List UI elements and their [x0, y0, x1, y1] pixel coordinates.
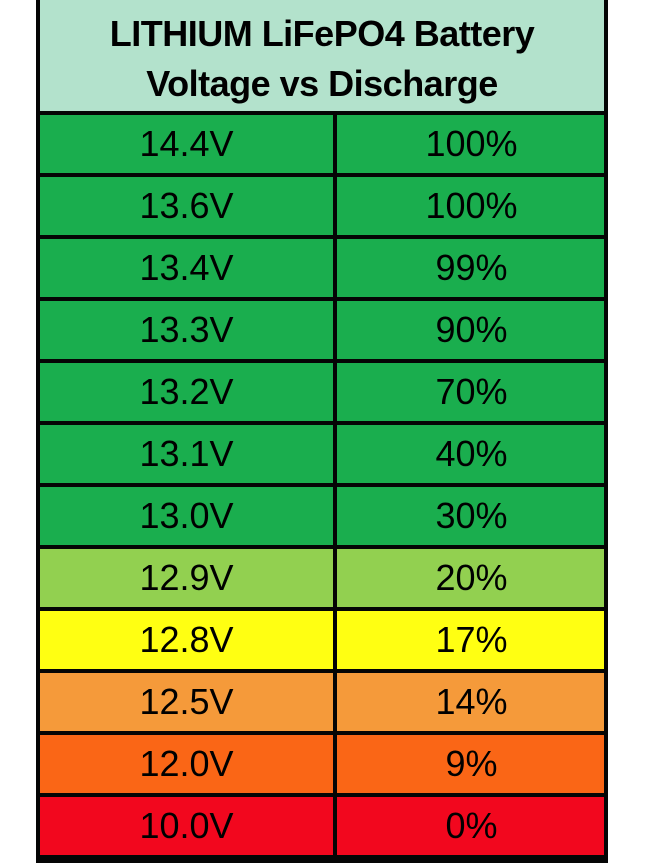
voltage-cell: 13.1V: [40, 425, 337, 483]
table-row: 12.8V 17%: [40, 611, 604, 673]
table-row: 13.6V 100%: [40, 177, 604, 239]
voltage-cell: 12.0V: [40, 735, 337, 793]
table-row: 12.5V 14%: [40, 673, 604, 735]
charge-cell: 30%: [435, 495, 508, 536]
charge-cell: 100%: [425, 185, 518, 226]
table-row: 13.0V 30%: [40, 487, 604, 549]
voltage-discharge-table: LITHIUM LiFePO4 Battery Voltage vs Disch…: [36, 0, 608, 863]
table-row: 13.3V 90%: [40, 301, 604, 363]
charge-cell: 70%: [435, 371, 508, 412]
table-header: LITHIUM LiFePO4 Battery Voltage vs Disch…: [40, 0, 604, 115]
charge-cell: 90%: [435, 309, 508, 350]
table-row: 13.1V 40%: [40, 425, 604, 487]
charge-cell: 100%: [425, 123, 518, 164]
table-row: 13.2V 70%: [40, 363, 604, 425]
voltage-cell: 13.2V: [40, 363, 337, 421]
charge-cell: 40%: [435, 433, 508, 474]
voltage-cell: 13.4V: [40, 239, 337, 297]
voltage-cell: 13.3V: [40, 301, 337, 359]
table-row: 12.0V 9%: [40, 735, 604, 797]
voltage-cell: 10.0V: [40, 797, 337, 855]
charge-cell: 0%: [445, 805, 498, 846]
table-row: 13.4V 99%: [40, 239, 604, 301]
charge-cell: 14%: [435, 681, 508, 722]
charge-cell: 17%: [435, 619, 508, 660]
voltage-cell: 14.4V: [40, 115, 337, 173]
voltage-cell: 12.8V: [40, 611, 337, 669]
charge-cell: 99%: [435, 247, 508, 288]
voltage-cell: 13.6V: [40, 177, 337, 235]
table-row: 14.4V 100%: [40, 115, 604, 177]
table-row: 12.9V 20%: [40, 549, 604, 611]
table-body: 14.4V 100% 13.6V 100% 13.4V 99% 13.3V 90% 13.2V 7…: [40, 115, 604, 859]
voltage-cell: 12.9V: [40, 549, 337, 607]
charge-cell: 9%: [445, 743, 498, 784]
table-title-line2: Voltage vs Discharge: [146, 62, 498, 104]
charge-cell: 20%: [435, 557, 508, 598]
table-title-line1: LITHIUM LiFePO4 Battery: [109, 12, 535, 54]
voltage-cell: 13.0V: [40, 487, 337, 545]
voltage-cell: 12.5V: [40, 673, 337, 731]
